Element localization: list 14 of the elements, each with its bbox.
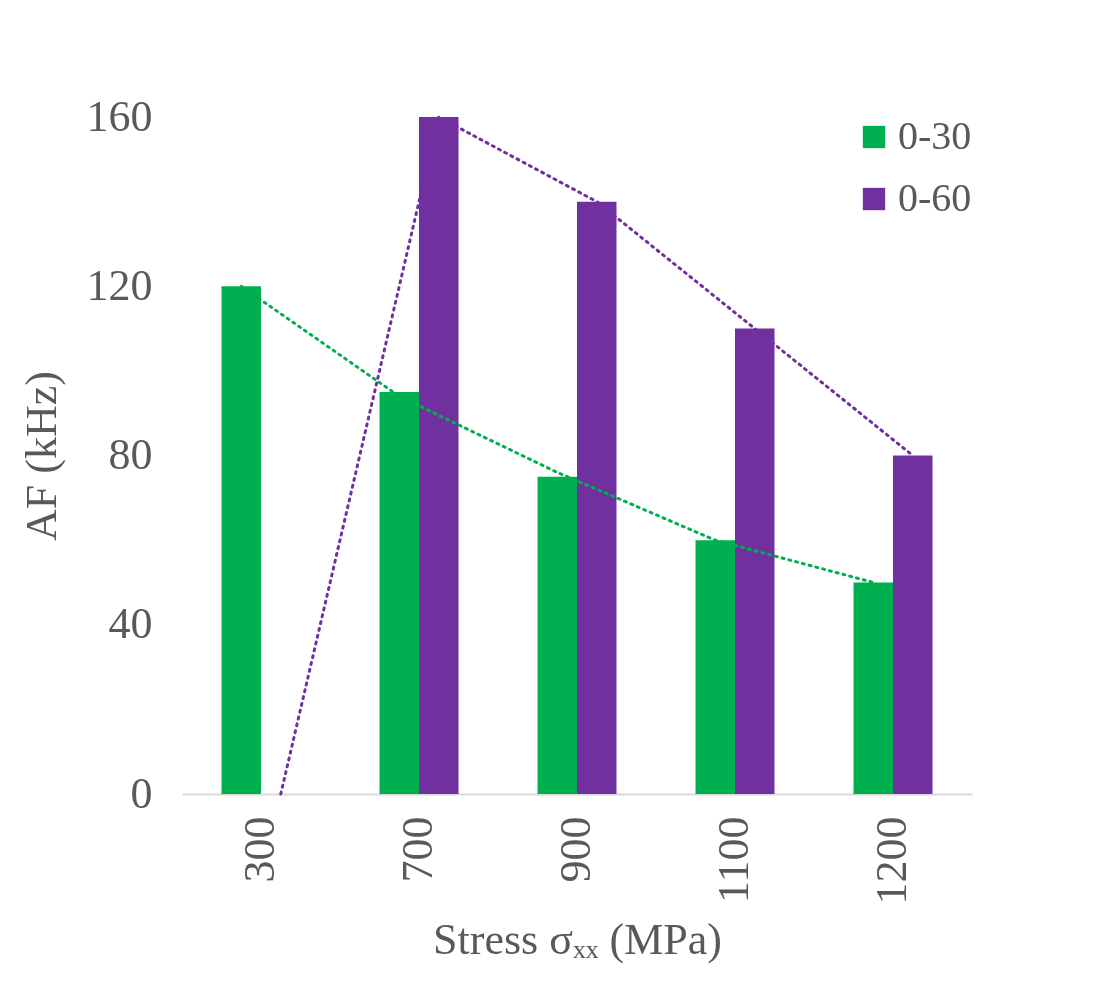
x-tick-label: 900	[551, 816, 600, 883]
x-axis-title: Stress σₓₓ (MPa)	[433, 914, 722, 964]
x-tick-label: 1100	[709, 816, 758, 903]
y-tick-label: 160	[86, 91, 153, 141]
x-tick-label: 1200	[867, 816, 916, 905]
legend-label: 0-60	[898, 175, 972, 220]
y-tick-label: 40	[108, 599, 153, 649]
x-tick-label: 700	[393, 816, 442, 883]
legend-label: 0-30	[898, 113, 972, 158]
y-tick-label: 0	[130, 768, 153, 818]
y-tick-label: 80	[108, 430, 153, 479]
y-tick-label: 120	[86, 260, 153, 310]
x-tick-label: 300	[235, 816, 284, 883]
y-axis-title: AF (kHz)	[16, 371, 66, 541]
